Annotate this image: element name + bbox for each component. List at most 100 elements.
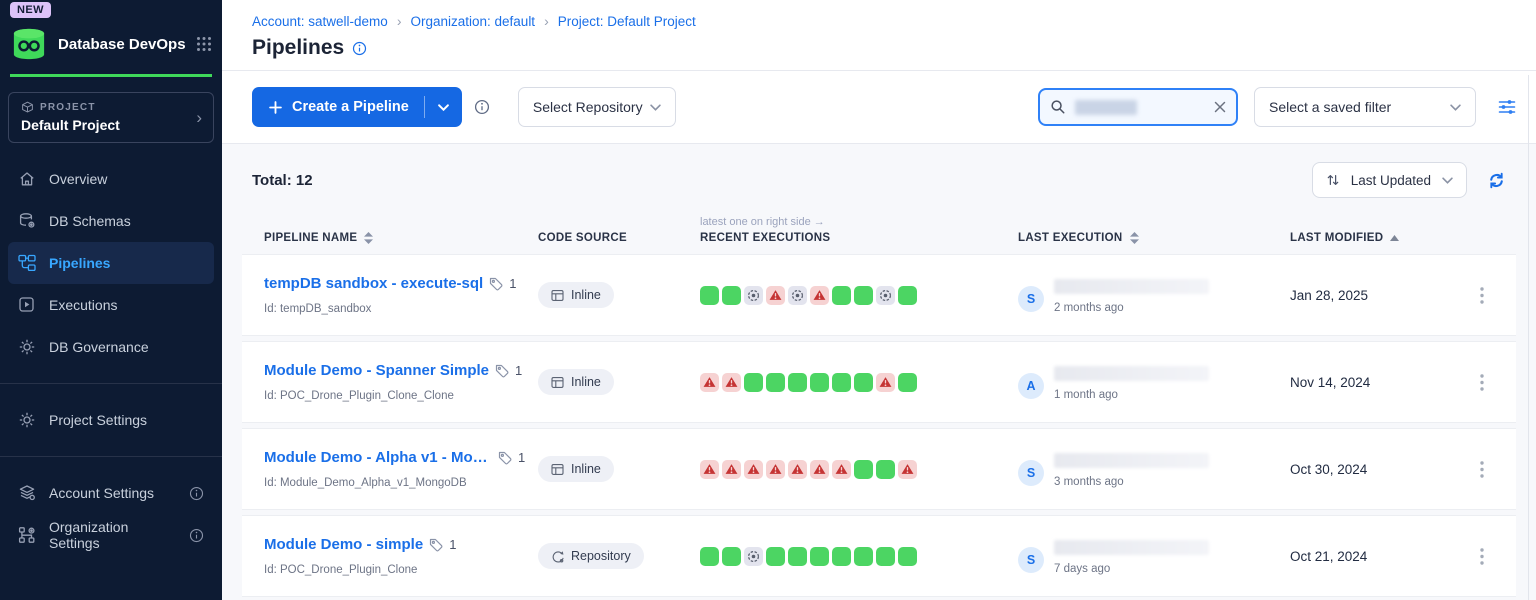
row-menu-button[interactable] bbox=[1476, 370, 1488, 395]
code-source-label: Repository bbox=[571, 549, 631, 563]
saved-filter-dropdown[interactable]: Select a saved filter bbox=[1254, 87, 1476, 127]
execution-success-icon[interactable] bbox=[898, 285, 917, 305]
execution-success-icon[interactable] bbox=[722, 546, 741, 566]
execution-warning-icon[interactable] bbox=[766, 459, 785, 479]
clear-search-icon[interactable] bbox=[1214, 101, 1226, 113]
last-modified-date: Nov 14, 2024 bbox=[1290, 374, 1371, 390]
sidebar-item-organization-settings[interactable]: Organization Settings bbox=[8, 514, 214, 556]
sidebar-item-db-governance[interactable]: DB Governance bbox=[8, 326, 214, 368]
pipeline-name-link[interactable]: tempDB sandbox - execute-sql bbox=[264, 275, 484, 292]
app-logo-icon bbox=[10, 27, 48, 61]
execution-success-icon[interactable] bbox=[876, 459, 895, 479]
code-source-badge: Inline bbox=[538, 282, 614, 308]
execution-success-icon[interactable] bbox=[766, 546, 785, 566]
code-source-cell: Inline bbox=[538, 369, 700, 395]
pipeline-name-link[interactable]: Module Demo - Spanner Simple bbox=[264, 362, 490, 379]
execution-success-icon[interactable] bbox=[832, 546, 851, 566]
execution-success-icon[interactable] bbox=[854, 372, 873, 392]
execution-warning-icon[interactable] bbox=[788, 459, 807, 479]
create-pipeline-dropdown-button[interactable] bbox=[425, 103, 462, 111]
pipeline-id: Id: POC_Drone_Plugin_Clone_Clone bbox=[264, 390, 454, 402]
sort-dropdown[interactable]: Last Updated bbox=[1311, 162, 1467, 198]
column-last-modified[interactable]: LAST MODIFIED bbox=[1290, 232, 1460, 244]
execution-success-icon[interactable] bbox=[788, 546, 807, 566]
execution-warning-icon[interactable] bbox=[810, 459, 829, 479]
execution-skipped-icon[interactable] bbox=[744, 546, 763, 566]
project-selector[interactable]: PROJECT Default Project › bbox=[8, 92, 214, 143]
column-pipeline-name[interactable]: PIPELINE NAME bbox=[264, 232, 538, 244]
execution-success-icon[interactable] bbox=[854, 459, 873, 479]
execution-warning-icon[interactable] bbox=[810, 285, 829, 305]
breadcrumb-account[interactable]: Account: satwell-demo bbox=[252, 13, 388, 29]
info-icon[interactable] bbox=[474, 99, 490, 115]
sidebar-item-account-settings[interactable]: Account Settings bbox=[8, 472, 214, 514]
chevron-right-icon: › bbox=[196, 107, 202, 127]
column-code-source: CODE SOURCE bbox=[538, 232, 627, 244]
execution-warning-icon[interactable] bbox=[876, 372, 895, 392]
execution-success-icon[interactable] bbox=[832, 372, 851, 392]
execution-warning-icon[interactable] bbox=[898, 459, 917, 479]
filter-sliders-icon[interactable] bbox=[1498, 98, 1516, 116]
execution-success-icon[interactable] bbox=[898, 546, 917, 566]
pipelines-icon bbox=[18, 254, 36, 272]
execution-skipped-icon[interactable] bbox=[876, 285, 895, 305]
execution-success-icon[interactable] bbox=[722, 285, 741, 305]
execution-time-ago: 2 months ago bbox=[1054, 301, 1124, 314]
execution-skipped-icon[interactable] bbox=[788, 285, 807, 305]
execution-success-icon[interactable] bbox=[810, 372, 829, 392]
execution-warning-icon[interactable] bbox=[722, 372, 741, 392]
sidebar-nav: Overview DB Schemas bbox=[8, 158, 214, 368]
refresh-icon[interactable] bbox=[1487, 171, 1506, 190]
execution-warning-icon[interactable] bbox=[700, 459, 719, 479]
sidebar-item-project-settings[interactable]: Project Settings bbox=[8, 399, 214, 441]
table-header: PIPELINE NAME CODE SOURCE latest one on … bbox=[242, 212, 1516, 254]
table-body: tempDB sandbox - execute-sql 1 Id: tempD… bbox=[242, 254, 1516, 597]
breadcrumb-organization[interactable]: Organization: default bbox=[410, 13, 536, 29]
sidebar-item-executions[interactable]: Executions bbox=[8, 284, 214, 326]
select-repository-dropdown[interactable]: Select Repository bbox=[517, 87, 676, 127]
execution-warning-icon[interactable] bbox=[722, 459, 741, 479]
code-source-badge: Repository bbox=[538, 543, 644, 569]
execution-success-icon[interactable] bbox=[700, 546, 719, 566]
sidebar-item-overview[interactable]: Overview bbox=[8, 158, 214, 200]
execution-success-icon[interactable] bbox=[854, 546, 873, 566]
search-input[interactable] bbox=[1146, 97, 1205, 117]
execution-success-icon[interactable] bbox=[810, 546, 829, 566]
sidebar-item-db-schemas[interactable]: DB Schemas bbox=[8, 200, 214, 242]
redacted-user-name bbox=[1054, 452, 1209, 468]
info-icon[interactable] bbox=[189, 528, 204, 543]
execution-success-icon[interactable] bbox=[876, 546, 895, 566]
breadcrumb-project[interactable]: Project: Default Project bbox=[557, 13, 696, 29]
execution-success-icon[interactable] bbox=[744, 372, 763, 392]
info-icon[interactable] bbox=[189, 486, 204, 501]
sidebar-item-pipelines[interactable]: Pipelines bbox=[8, 242, 214, 284]
create-pipeline-button[interactable]: Create a Pipeline bbox=[252, 99, 424, 115]
recent-executions bbox=[700, 459, 1018, 479]
execution-warning-icon[interactable] bbox=[766, 285, 785, 305]
execution-warning-icon[interactable] bbox=[832, 459, 851, 479]
row-menu-button[interactable] bbox=[1476, 283, 1488, 308]
execution-success-icon[interactable] bbox=[766, 372, 785, 392]
execution-success-icon[interactable] bbox=[788, 372, 807, 392]
execution-success-icon[interactable] bbox=[700, 285, 719, 305]
last-execution-cell: S 3 months ago bbox=[1018, 451, 1290, 488]
execution-success-icon[interactable] bbox=[898, 372, 917, 392]
tag-count: 1 bbox=[509, 276, 517, 291]
row-menu-button[interactable] bbox=[1476, 544, 1488, 569]
column-last-execution[interactable]: LAST EXECUTION bbox=[1018, 232, 1290, 244]
execution-skipped-icon[interactable] bbox=[744, 285, 763, 305]
execution-success-icon[interactable] bbox=[854, 285, 873, 305]
apps-grid-icon[interactable] bbox=[196, 36, 212, 52]
pipeline-name-cell: Module Demo - Spanner Simple 1 Id: POC_D… bbox=[264, 362, 538, 402]
execution-warning-icon[interactable] bbox=[744, 459, 763, 479]
pipeline-name-link[interactable]: Module Demo - Alpha v1 - Mongo... bbox=[264, 449, 492, 466]
code-source-badge: Inline bbox=[538, 456, 614, 482]
recent-executions bbox=[700, 372, 1018, 392]
code-source-label: Inline bbox=[571, 288, 601, 302]
pipeline-name-link[interactable]: Module Demo - simple bbox=[264, 536, 424, 553]
info-icon[interactable] bbox=[352, 41, 367, 56]
row-menu-button[interactable] bbox=[1476, 457, 1488, 482]
execution-success-icon[interactable] bbox=[832, 285, 851, 305]
tag-icon bbox=[495, 364, 509, 378]
execution-warning-icon[interactable] bbox=[700, 372, 719, 392]
